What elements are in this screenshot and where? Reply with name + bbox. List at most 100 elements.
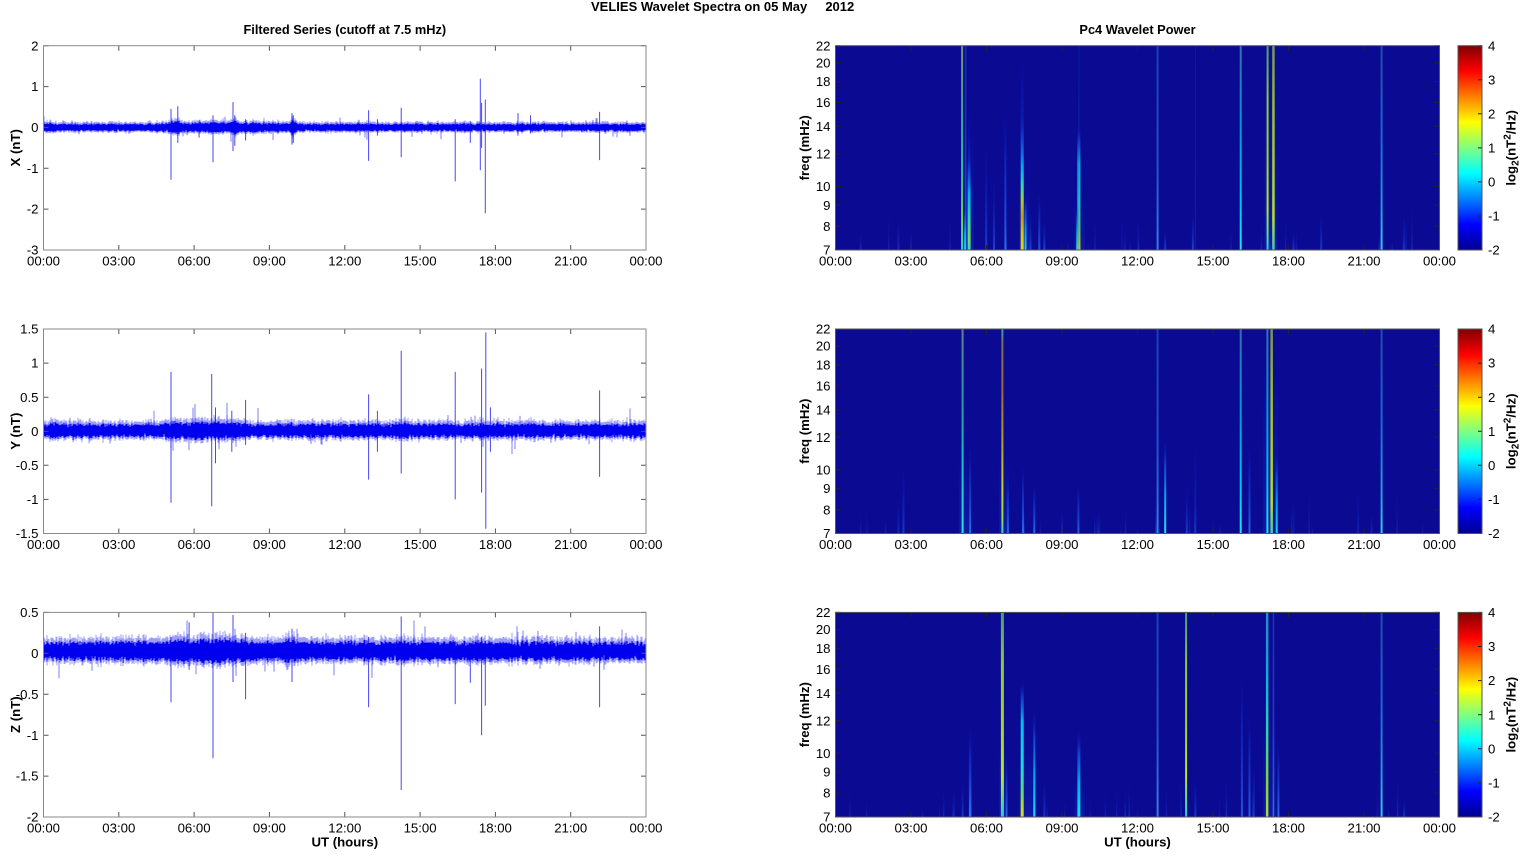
svg-text:Filtered Series (cutoff at 7.5: Filtered Series (cutoff at 7.5 mHz)	[243, 22, 446, 37]
svg-text:0: 0	[31, 646, 38, 661]
svg-text:7: 7	[823, 810, 830, 825]
svg-text:18: 18	[816, 74, 831, 89]
svg-text:21:00: 21:00	[1347, 254, 1380, 269]
svg-text:09:00: 09:00	[1045, 254, 1078, 269]
svg-text:09:00: 09:00	[253, 537, 286, 552]
svg-text:03:00: 03:00	[102, 821, 135, 836]
svg-text:-2: -2	[1488, 243, 1500, 258]
svg-text:18: 18	[816, 641, 831, 656]
svg-text:0.5: 0.5	[20, 390, 38, 405]
svg-text:-3: -3	[27, 243, 39, 258]
svg-text:VELIES Wavelet Spectra on 05 M: VELIES Wavelet Spectra on 05 May 2012	[591, 0, 854, 14]
svg-text:00:00: 00:00	[629, 537, 662, 552]
svg-text:15:00: 15:00	[404, 254, 437, 269]
svg-text:00:00: 00:00	[819, 254, 852, 269]
svg-text:freq (mHz): freq (mHz)	[797, 682, 812, 747]
svg-text:09:00: 09:00	[253, 821, 286, 836]
svg-text:06:00: 06:00	[178, 537, 211, 552]
svg-text:06:00: 06:00	[970, 821, 1003, 836]
svg-text:00:00: 00:00	[1423, 821, 1456, 836]
svg-text:-2: -2	[27, 202, 39, 217]
svg-text:1.5: 1.5	[20, 322, 38, 337]
svg-text:-2: -2	[1488, 810, 1500, 825]
svg-text:1: 1	[1488, 141, 1495, 156]
svg-text:12:00: 12:00	[328, 254, 361, 269]
svg-text:18:00: 18:00	[1272, 537, 1305, 552]
svg-text:20: 20	[816, 55, 831, 70]
svg-text:16: 16	[816, 379, 831, 394]
svg-text:15:00: 15:00	[404, 821, 437, 836]
svg-text:Z (nT): Z (nT)	[8, 696, 23, 733]
svg-text:12: 12	[816, 146, 831, 161]
svg-text:14: 14	[816, 402, 831, 417]
svg-text:00:00: 00:00	[819, 821, 852, 836]
svg-text:03:00: 03:00	[102, 537, 135, 552]
svg-text:3: 3	[1488, 639, 1495, 654]
svg-text:-1: -1	[1488, 776, 1500, 791]
svg-text:2: 2	[1488, 390, 1495, 405]
svg-text:-1: -1	[1488, 209, 1500, 224]
svg-text:06:00: 06:00	[178, 821, 211, 836]
svg-text:-1.5: -1.5	[16, 526, 39, 541]
svg-text:00:00: 00:00	[629, 821, 662, 836]
svg-text:4: 4	[1488, 38, 1495, 53]
svg-text:18:00: 18:00	[479, 537, 512, 552]
svg-text:10: 10	[816, 746, 831, 761]
svg-text:22: 22	[816, 38, 831, 53]
svg-text:0: 0	[31, 424, 38, 439]
svg-text:12:00: 12:00	[328, 821, 361, 836]
svg-text:8: 8	[823, 502, 830, 517]
svg-text:2: 2	[1488, 106, 1495, 121]
svg-text:0: 0	[31, 120, 38, 135]
svg-text:06:00: 06:00	[178, 254, 211, 269]
svg-text:log2(nT2/Hz): log2(nT2/Hz)	[1503, 393, 1522, 469]
svg-text:-0.5: -0.5	[16, 687, 39, 702]
svg-text:10: 10	[816, 462, 831, 477]
svg-text:18:00: 18:00	[1272, 254, 1305, 269]
svg-text:22: 22	[816, 605, 831, 620]
svg-text:03:00: 03:00	[102, 254, 135, 269]
svg-text:-1: -1	[27, 728, 39, 743]
svg-text:0.5: 0.5	[20, 605, 38, 620]
svg-text:log2(nT2/Hz): log2(nT2/Hz)	[1503, 677, 1522, 753]
svg-text:18:00: 18:00	[1272, 821, 1305, 836]
svg-text:1: 1	[1488, 424, 1495, 439]
svg-text:7: 7	[823, 243, 830, 258]
svg-text:1: 1	[1488, 707, 1495, 722]
svg-text:3: 3	[1488, 72, 1495, 87]
svg-text:00:00: 00:00	[1423, 254, 1456, 269]
svg-text:8: 8	[823, 219, 830, 234]
svg-text:21:00: 21:00	[554, 537, 587, 552]
svg-text:2: 2	[31, 38, 38, 53]
svg-text:-2: -2	[27, 810, 39, 825]
svg-text:-1.5: -1.5	[16, 769, 39, 784]
svg-text:UT (hours): UT (hours)	[1104, 835, 1171, 850]
svg-text:9: 9	[823, 198, 830, 213]
svg-text:00:00: 00:00	[27, 537, 60, 552]
svg-text:log2(nT2/Hz): log2(nT2/Hz)	[1503, 110, 1522, 186]
svg-text:X (nT): X (nT)	[8, 129, 23, 166]
svg-text:12:00: 12:00	[1121, 537, 1154, 552]
svg-text:12:00: 12:00	[1121, 254, 1154, 269]
svg-text:-1: -1	[1488, 492, 1500, 507]
svg-text:Y (nT): Y (nT)	[8, 413, 23, 450]
svg-text:UT (hours): UT (hours)	[311, 835, 378, 850]
svg-text:14: 14	[816, 119, 831, 134]
svg-text:22: 22	[816, 322, 831, 337]
svg-text:21:00: 21:00	[554, 254, 587, 269]
svg-text:12:00: 12:00	[328, 537, 361, 552]
svg-text:freq (mHz): freq (mHz)	[797, 399, 812, 464]
svg-text:0: 0	[1488, 458, 1495, 473]
svg-text:2: 2	[1488, 673, 1495, 688]
svg-text:1: 1	[31, 356, 38, 371]
svg-text:18:00: 18:00	[479, 821, 512, 836]
svg-text:00:00: 00:00	[1423, 537, 1456, 552]
svg-text:9: 9	[823, 765, 830, 780]
svg-text:15:00: 15:00	[404, 537, 437, 552]
svg-text:21:00: 21:00	[1347, 537, 1380, 552]
svg-text:21:00: 21:00	[1347, 821, 1380, 836]
svg-text:0: 0	[1488, 175, 1495, 190]
svg-text:8: 8	[823, 786, 830, 801]
svg-text:00:00: 00:00	[27, 821, 60, 836]
svg-text:18: 18	[816, 357, 831, 372]
